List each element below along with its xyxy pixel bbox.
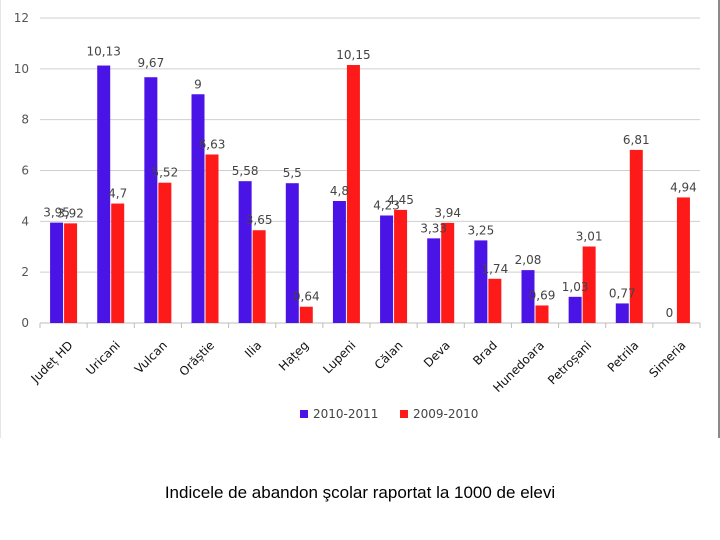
data-label: 1,03: [562, 280, 589, 294]
bar: [346, 65, 360, 323]
data-label: 10,13: [87, 45, 121, 59]
data-label: 6,81: [623, 133, 650, 147]
bar: [111, 203, 125, 323]
data-label: 6,63: [199, 137, 226, 151]
bar: [676, 197, 690, 323]
data-label: 3,01: [576, 229, 603, 243]
y-tick-label: 12: [14, 11, 29, 25]
bar: [238, 181, 252, 323]
legend: 2010-2011 2009-2010: [300, 407, 478, 421]
data-label: 4,94: [670, 180, 697, 194]
data-label: 5,5: [283, 166, 302, 180]
bar: [191, 94, 205, 323]
data-label: 1,74: [481, 262, 508, 276]
data-label: 10,15: [336, 48, 370, 62]
bar: [427, 238, 441, 323]
data-label: 0: [666, 306, 674, 320]
data-labels: 3,95 10,13 9,67 9 5,58 5,5 4,8 4,23 3,33 3,25 2,08…: [43, 45, 697, 320]
data-label: 3,25: [467, 223, 494, 237]
data-label: 4,45: [387, 193, 414, 207]
legend-label: 2009-2010: [413, 407, 478, 421]
data-label: 0,69: [529, 288, 556, 302]
y-tick-label: 10: [14, 62, 29, 76]
data-label: 3,94: [434, 206, 461, 220]
bar: [394, 209, 408, 323]
chart-caption: Indicele de abandon şcolar raportat la 1…: [164, 483, 556, 502]
bar: [97, 65, 111, 323]
bar: [64, 223, 78, 323]
bar: [205, 154, 219, 323]
y-tick-label: 4: [21, 214, 29, 228]
bar: [488, 278, 502, 323]
data-label: 4,8: [330, 184, 349, 198]
y-tick-label: 0: [21, 316, 29, 330]
bar: [50, 222, 64, 323]
bar: [285, 183, 299, 323]
bar: [144, 77, 158, 324]
bar: [299, 306, 313, 323]
data-label: 4,7: [108, 187, 127, 201]
data-label: 4,23: [373, 198, 400, 212]
bar: [158, 182, 172, 323]
data-label: 3,65: [246, 213, 273, 227]
y-tick-label: 8: [21, 113, 29, 127]
data-label: 3,33: [420, 221, 447, 235]
bar: [521, 270, 535, 323]
bar: [568, 296, 582, 323]
bar: [474, 240, 488, 323]
y-tick-label: 2: [21, 265, 29, 279]
data-label: 5,58: [232, 164, 259, 178]
data-label: 5,52: [151, 166, 178, 180]
bar: [535, 305, 549, 323]
bar: [582, 246, 596, 323]
legend-label: 2010-2011: [313, 407, 378, 421]
bars: [50, 65, 690, 324]
bar: [252, 230, 266, 323]
bar: [332, 201, 346, 323]
data-label: 9: [194, 77, 202, 91]
data-label: 3,92: [57, 206, 84, 220]
data-label: 9,67: [137, 56, 164, 70]
bar: [615, 303, 629, 323]
data-label: 0,64: [293, 290, 320, 304]
y-tick-label: 6: [21, 164, 29, 178]
bar: [380, 215, 394, 323]
legend-swatch: [300, 410, 308, 418]
bar-chart: 0 2 4 6 8 10 12 3,95 10,13 9,67 9 5,58 5,5 4,8 4,23 3,…: [0, 0, 720, 440]
bar: [629, 149, 643, 323]
data-label: 0,77: [609, 286, 636, 300]
data-label: 2,08: [515, 253, 542, 267]
bar: [441, 222, 455, 323]
legend-swatch: [400, 410, 408, 418]
data-label: 3,95: [43, 206, 70, 220]
